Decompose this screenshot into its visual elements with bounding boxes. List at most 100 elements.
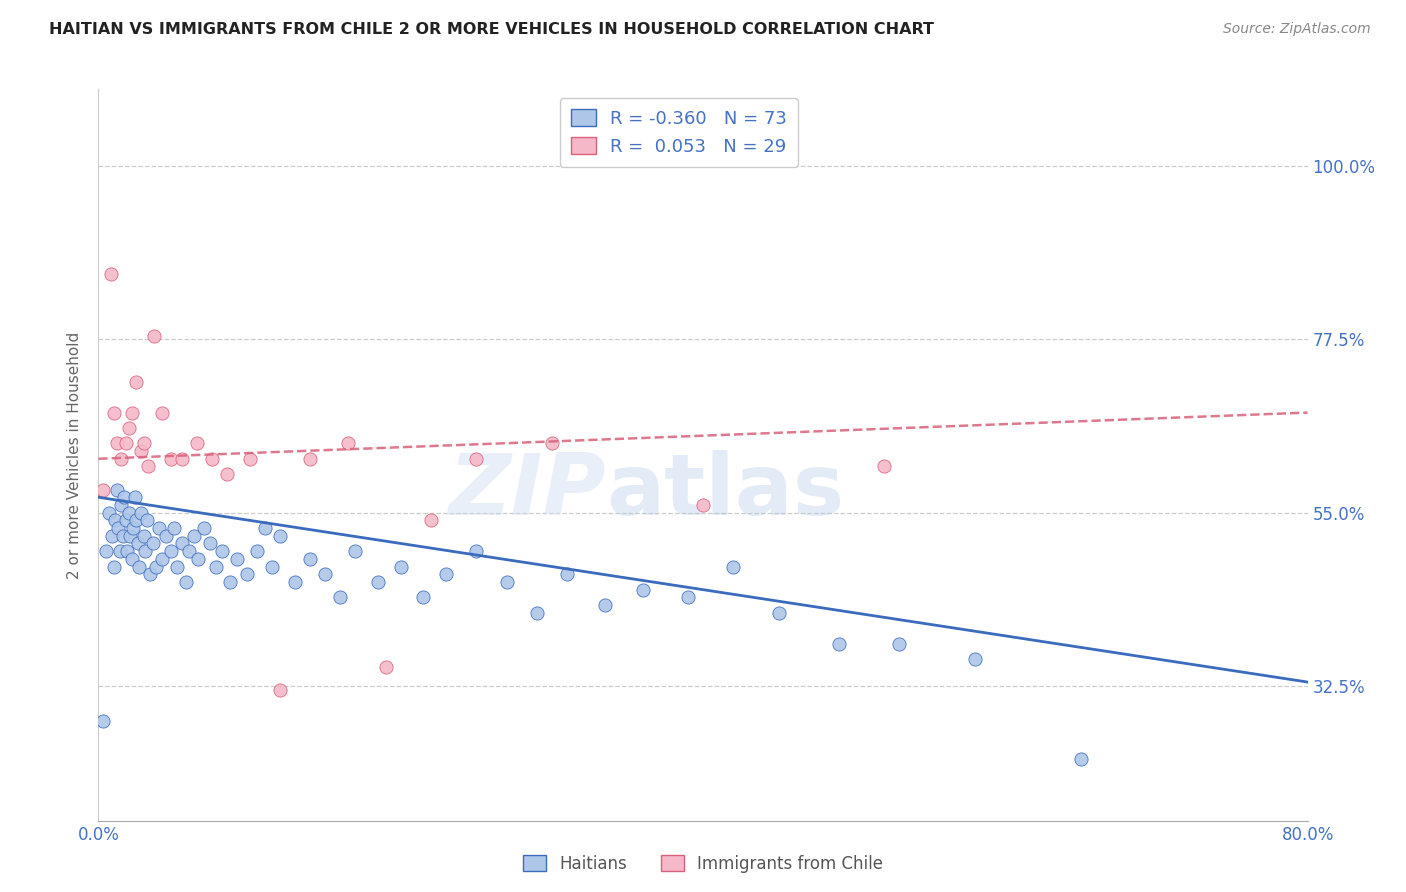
- Point: [132, 529, 155, 543]
- Point: [253, 521, 276, 535]
- Point: [127, 536, 149, 550]
- Point: [692, 498, 714, 512]
- Point: [187, 552, 209, 566]
- Point: [465, 544, 488, 558]
- Point: [540, 436, 562, 450]
- Point: [142, 536, 165, 550]
- Point: [118, 506, 141, 520]
- Point: [246, 544, 269, 558]
- Point: [101, 529, 124, 543]
- Point: [91, 483, 114, 497]
- Point: [329, 591, 352, 605]
- Point: [103, 559, 125, 574]
- Point: [129, 506, 152, 520]
- Point: [111, 529, 134, 543]
- Point: [122, 521, 145, 535]
- Point: [314, 567, 336, 582]
- Point: [150, 552, 173, 566]
- Point: [103, 406, 125, 420]
- Point: [676, 591, 699, 605]
- Point: [170, 536, 193, 550]
- Point: [150, 406, 173, 420]
- Point: [215, 467, 238, 482]
- Point: [336, 436, 359, 450]
- Point: [555, 567, 578, 582]
- Point: [420, 513, 443, 527]
- Point: [193, 521, 215, 535]
- Point: [160, 544, 183, 558]
- Point: [98, 506, 121, 520]
- Text: atlas: atlas: [606, 450, 845, 533]
- Point: [136, 459, 159, 474]
- Point: [160, 451, 183, 466]
- Point: [104, 513, 127, 527]
- Point: [112, 490, 135, 504]
- Point: [91, 714, 114, 728]
- Point: [1070, 752, 1092, 766]
- Point: [526, 606, 548, 620]
- Legend: R = -0.360   N = 73, R =  0.053   N = 29: R = -0.360 N = 73, R = 0.053 N = 29: [560, 98, 799, 167]
- Point: [434, 567, 457, 582]
- Point: [155, 529, 177, 543]
- Point: [125, 375, 148, 389]
- Point: [284, 574, 307, 589]
- Point: [269, 529, 291, 543]
- Point: [139, 567, 162, 582]
- Point: [124, 490, 146, 504]
- Point: [105, 483, 128, 497]
- Point: [120, 529, 142, 543]
- Point: [100, 267, 122, 281]
- Point: [412, 591, 434, 605]
- Point: [239, 451, 262, 466]
- Point: [374, 659, 396, 673]
- Point: [125, 513, 148, 527]
- Point: [186, 436, 208, 450]
- Point: [183, 529, 205, 543]
- Point: [170, 451, 193, 466]
- Point: [299, 552, 322, 566]
- Point: [465, 451, 488, 466]
- Point: [965, 652, 987, 666]
- Point: [166, 559, 188, 574]
- Point: [132, 436, 155, 450]
- Point: [118, 421, 141, 435]
- Text: HAITIAN VS IMMIGRANTS FROM CHILE 2 OR MORE VEHICLES IN HOUSEHOLD CORRELATION CHA: HAITIAN VS IMMIGRANTS FROM CHILE 2 OR MO…: [49, 22, 934, 37]
- Point: [110, 451, 132, 466]
- Point: [121, 552, 143, 566]
- Y-axis label: 2 or more Vehicles in Household: 2 or more Vehicles in Household: [67, 331, 83, 579]
- Point: [723, 559, 745, 574]
- Point: [768, 606, 790, 620]
- Point: [110, 498, 132, 512]
- Point: [299, 451, 322, 466]
- Point: [873, 459, 896, 474]
- Point: [262, 559, 284, 574]
- Point: [174, 574, 197, 589]
- Point: [226, 552, 249, 566]
- Point: [163, 521, 186, 535]
- Point: [148, 521, 170, 535]
- Point: [367, 574, 389, 589]
- Point: [114, 513, 136, 527]
- Point: [631, 582, 654, 597]
- Point: [145, 559, 167, 574]
- Point: [200, 536, 222, 550]
- Point: [211, 544, 233, 558]
- Legend: Haitians, Immigrants from Chile: Haitians, Immigrants from Chile: [516, 848, 890, 880]
- Point: [235, 567, 257, 582]
- Point: [593, 598, 616, 612]
- Point: [389, 559, 412, 574]
- Point: [107, 521, 129, 535]
- Point: [134, 544, 156, 558]
- Point: [108, 544, 131, 558]
- Point: [105, 436, 128, 450]
- Point: [828, 636, 851, 650]
- Point: [269, 682, 291, 697]
- Point: [143, 328, 166, 343]
- Point: [94, 544, 117, 558]
- Point: [179, 544, 201, 558]
- Point: [344, 544, 367, 558]
- Point: [129, 444, 152, 458]
- Point: [121, 406, 143, 420]
- Point: [205, 559, 228, 574]
- Point: [201, 451, 224, 466]
